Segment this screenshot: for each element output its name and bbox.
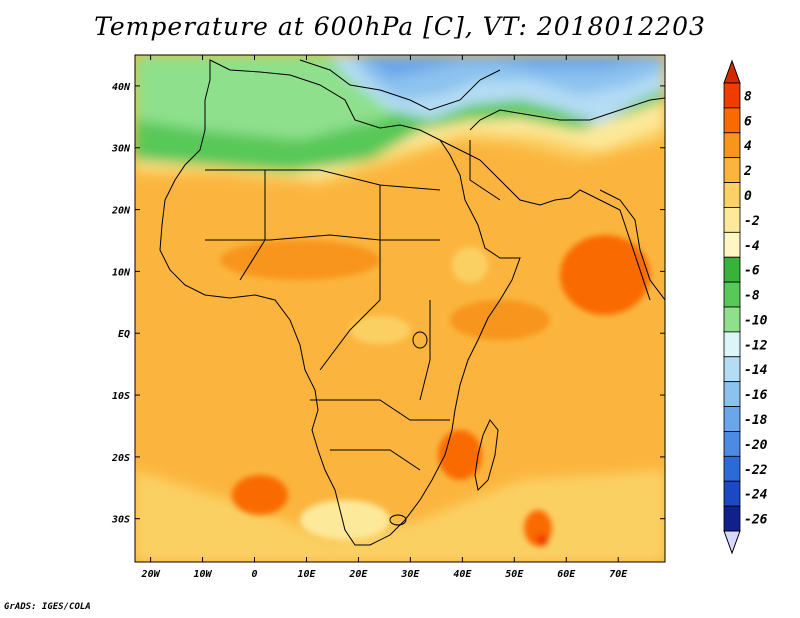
colorbar-label: 6 — [744, 114, 752, 129]
colorbar-swatch — [723, 231, 741, 258]
y-axis: 40N 30N 20N 10N EQ 10S 20S 30S — [111, 82, 665, 526]
coastlines — [159, 59, 665, 546]
x-tick-label: 40E — [453, 569, 472, 580]
border-central — [319, 185, 381, 371]
border-sahara-north — [205, 169, 441, 191]
border-egypt-sudan — [469, 140, 501, 201]
field-warm-arabian-sea — [560, 235, 650, 315]
colorbar-label: -2 — [744, 214, 760, 229]
colorbar-label: -16 — [744, 388, 768, 403]
colorbar-swatch — [723, 306, 741, 333]
colorbar-swatch — [723, 331, 741, 358]
y-tick-label: 10N — [112, 267, 131, 278]
field-cool-ethiopia — [452, 247, 488, 283]
colorbar-swatch — [723, 256, 741, 283]
africa-coastline — [159, 59, 521, 546]
border-sahel — [205, 234, 440, 241]
colorbar-label: -8 — [744, 289, 760, 304]
y-tick-label: 40N — [112, 82, 131, 93]
colorbar-label: -4 — [744, 239, 760, 254]
colorbar-swatch — [723, 480, 741, 507]
colorbar-swatch — [723, 505, 741, 532]
x-tick-label: 60E — [557, 569, 576, 580]
colorbar-swatch — [723, 431, 741, 457]
colorbar-label: 0 — [744, 189, 752, 204]
colorbar-swatch — [723, 381, 741, 407]
mediterranean-north — [299, 59, 501, 111]
lesotho — [389, 514, 407, 526]
y-tick-label: EQ — [118, 329, 130, 340]
colorbar-swatch — [723, 281, 741, 308]
colorbar-swatch — [723, 82, 741, 109]
border-south-central — [310, 399, 450, 421]
x-tick-label: 20E — [348, 569, 368, 580]
colorbar-bottom-triangle — [723, 530, 741, 555]
field-blue-dark — [360, 55, 665, 78]
colorbar-swatch — [723, 107, 741, 134]
border-west — [239, 170, 266, 281]
x-tick-label: 0 — [251, 569, 257, 580]
x-tick-label: 70E — [609, 569, 628, 580]
middle-east-coast — [469, 97, 665, 131]
x-tick-label: 10E — [297, 569, 316, 580]
y-tick-label: 20S — [111, 453, 130, 464]
credit-text: GrADS: IGES/COLA — [4, 602, 91, 612]
colorbar-label: -26 — [744, 513, 768, 528]
x-tick-label: 10W — [194, 569, 213, 580]
colorbar-swatch — [723, 406, 741, 432]
colorbar-label: -6 — [744, 264, 760, 279]
colorbar-swatch — [723, 356, 741, 383]
field-warm-sahel — [220, 240, 380, 280]
field-cool-congo — [350, 316, 410, 344]
field-warm-east — [450, 300, 550, 340]
colorbar-label: 8 — [744, 89, 752, 104]
colorbar-label: -24 — [744, 488, 768, 503]
colorbar-swatch — [723, 132, 741, 159]
temperature-field — [135, 55, 665, 562]
y-tick-label: 30N — [111, 144, 131, 155]
plot-frame — [134, 54, 666, 563]
y-tick-label: 20N — [111, 206, 131, 217]
x-tick-label: 50E — [505, 569, 524, 580]
y-tick-label: 10S — [112, 391, 130, 402]
field-warm-namibia — [232, 475, 288, 515]
x-axis: 20W 10W 0 10E 20E 30E 40E 50E 60E 70E — [141, 55, 628, 580]
colorbar-label: -18 — [744, 413, 768, 428]
colorbar-swatch — [723, 182, 741, 208]
colorbar-swatch — [723, 157, 741, 183]
madagascar-coastline — [474, 419, 499, 492]
colorbar-label: -20 — [744, 438, 768, 453]
border-southern — [330, 449, 421, 471]
page-title: Temperature at 600hPa [C], VT: 201801220… — [94, 12, 706, 41]
colorbar-label: -22 — [744, 463, 768, 478]
colorbar-swatch — [723, 455, 741, 482]
colorbar-swatch — [723, 207, 741, 233]
field-hot-spot — [536, 534, 548, 546]
colorbar-label: 2 — [743, 164, 752, 179]
colorbar-label: -12 — [744, 338, 768, 353]
colorbar: 8 6 4 2 0 -2 -4 -6 -8 -10 -12 -14 -16 -18 -20 -22 -24 -26 — [723, 59, 768, 555]
arabia-coastline — [439, 139, 651, 301]
field-cool-south — [300, 500, 390, 540]
y-tick-label: 30S — [111, 515, 130, 526]
colorbar-label: 4 — [744, 139, 752, 154]
border-east — [419, 300, 431, 401]
colorbar-label: -10 — [744, 313, 768, 328]
x-tick-label: 20W — [141, 569, 161, 580]
x-tick-label: 30E — [400, 569, 420, 580]
colorbar-top-triangle — [723, 59, 741, 84]
colorbar-label: -14 — [744, 363, 768, 378]
india-coast — [599, 189, 665, 301]
lake-victoria — [412, 331, 428, 349]
